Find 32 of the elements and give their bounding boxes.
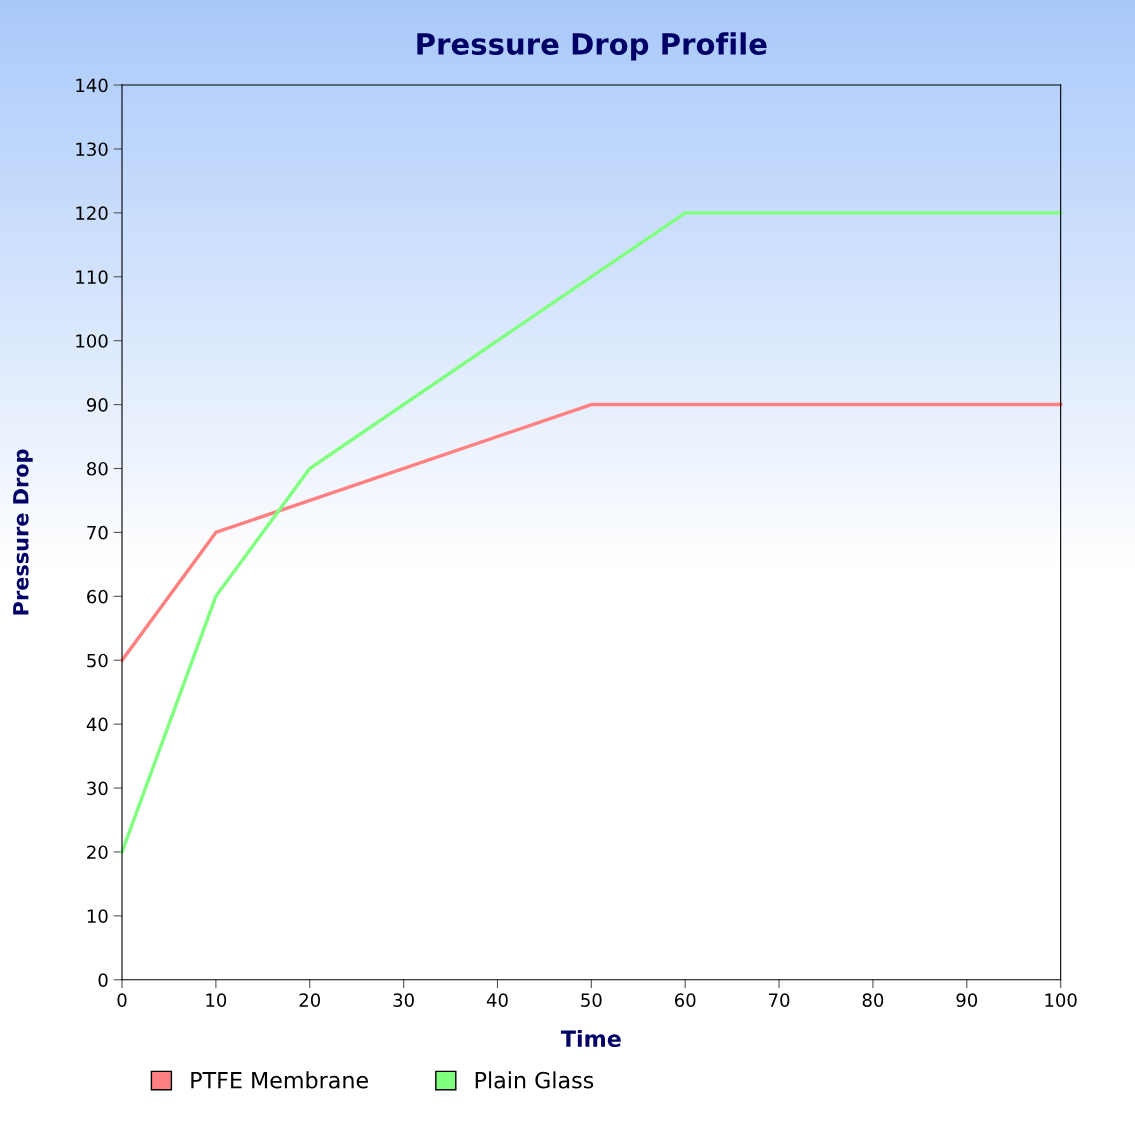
x-tick-label: 70 bbox=[769, 993, 790, 1007]
y-tick-label: 10 bbox=[87, 909, 108, 923]
y-tick-label: 120 bbox=[76, 206, 108, 220]
legend-label: Plain Glass bbox=[475, 1071, 594, 1089]
x-tick-label: 20 bbox=[299, 993, 321, 1007]
x-tick-label: 40 bbox=[486, 993, 508, 1007]
legend-label: PTFE Membrane bbox=[191, 1071, 368, 1089]
y-tick-label: 0 bbox=[98, 973, 108, 987]
y-tick-label: 130 bbox=[76, 142, 108, 157]
y-tick-label: 70 bbox=[87, 525, 108, 540]
x-tick-label: 60 bbox=[674, 993, 696, 1007]
y-axis-title: Pressure Drop bbox=[13, 449, 33, 615]
x-tick-label: 90 bbox=[956, 993, 978, 1007]
x-tick-label: 80 bbox=[862, 993, 884, 1007]
line-series bbox=[120, 211, 1063, 854]
x-tick-label: 30 bbox=[393, 993, 414, 1007]
chart-title: Pressure Drop Profile bbox=[417, 32, 767, 61]
x-tick-label: 10 bbox=[206, 993, 227, 1007]
x-tick-label: 50 bbox=[581, 993, 602, 1007]
y-tick-label: 90 bbox=[86, 398, 108, 412]
y-tick-label: 50 bbox=[87, 653, 108, 668]
y-tick-label: 80 bbox=[87, 461, 108, 476]
y-tick-label: 30 bbox=[87, 781, 108, 796]
y-tick-label: 20 bbox=[87, 845, 108, 860]
y-tick-label: 60 bbox=[87, 589, 108, 604]
y-tick-label: 40 bbox=[86, 717, 108, 732]
y-tick-label: 140 bbox=[76, 78, 108, 93]
x-axis-title: Time bbox=[560, 1029, 621, 1048]
y-tick-label: 110 bbox=[76, 270, 108, 284]
y-tick-label: 100 bbox=[76, 334, 108, 348]
x-tick-label: 0 bbox=[117, 993, 127, 1007]
x-tick-label: 100 bbox=[1045, 993, 1077, 1007]
